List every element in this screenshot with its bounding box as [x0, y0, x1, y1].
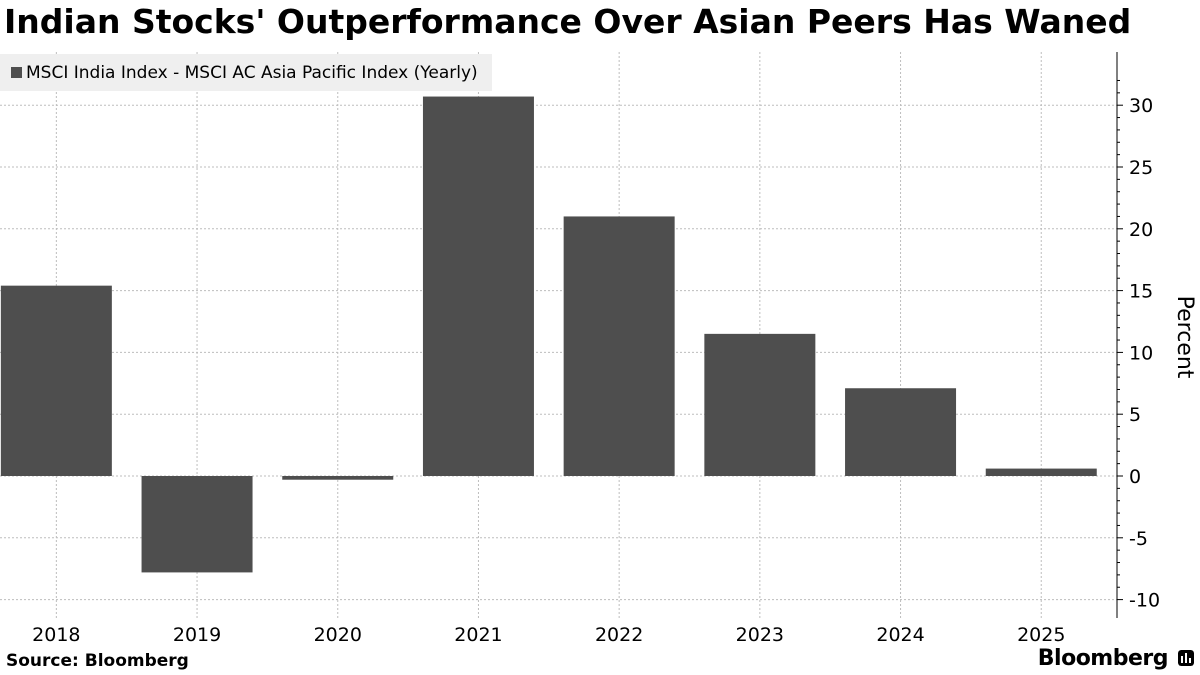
x-tick-label: 2025: [1017, 624, 1065, 646]
chart-title: Indian Stocks' Outperformance Over Asian…: [4, 2, 1132, 41]
x-tick-label: 2023: [736, 624, 784, 646]
brand-logo-text: Bloomberg: [1037, 646, 1169, 671]
y-tick-label: 10: [1129, 342, 1153, 364]
x-tick-label: 2020: [314, 624, 362, 646]
legend: MSCI India Index - MSCI AC Asia Pacific …: [0, 54, 492, 91]
x-tick-label: 2021: [454, 624, 502, 646]
y-tick-label: 20: [1129, 219, 1153, 241]
legend-label: MSCI India Index - MSCI AC Asia Pacific …: [26, 62, 478, 83]
bar-2019: [141, 476, 253, 573]
y-tick-label: 25: [1129, 157, 1153, 179]
y-tick-label: -10: [1129, 590, 1160, 612]
x-tick-label: 2024: [876, 624, 924, 646]
y-tick-label: -5: [1129, 528, 1148, 550]
bloomberg-terminal-icon: [1178, 650, 1194, 666]
y-tick-label: 30: [1129, 95, 1153, 117]
bar-2024: [845, 388, 957, 476]
bar-2023: [704, 333, 816, 476]
y-axis-label: Percent: [1172, 296, 1197, 379]
y-tick-label: 0: [1129, 466, 1141, 488]
x-tick-label: 2019: [173, 624, 221, 646]
x-tick-label: 2022: [595, 624, 643, 646]
bar-2022: [563, 216, 675, 476]
source-note: Source: Bloomberg: [6, 651, 189, 671]
bar-2021: [422, 96, 534, 476]
x-tick-label: 2018: [32, 624, 80, 646]
bar-2025: [985, 468, 1097, 476]
y-tick-label: 5: [1129, 404, 1141, 426]
y-tick-label: 15: [1129, 281, 1153, 303]
bar-2018: [0, 285, 112, 476]
bar-2020: [282, 476, 394, 480]
legend-swatch: [11, 67, 22, 78]
